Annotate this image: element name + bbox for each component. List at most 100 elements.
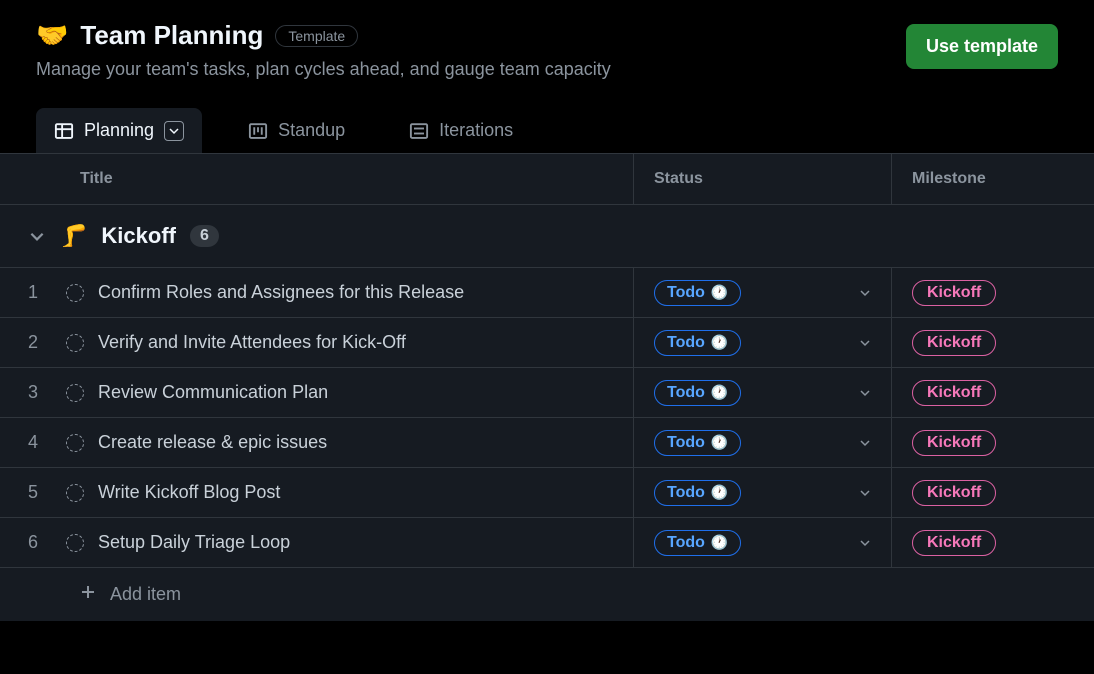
- status-label: Todo: [667, 434, 705, 452]
- row-title-text[interactable]: Setup Daily Triage Loop: [98, 532, 290, 553]
- table-row[interactable]: 6 Setup Daily Triage Loop Todo 🕐 Kickoff: [0, 518, 1094, 568]
- draft-issue-icon: [66, 534, 84, 552]
- status-pill[interactable]: Todo 🕐: [654, 330, 741, 356]
- cell-status[interactable]: Todo 🕐: [634, 418, 892, 467]
- add-item-label: Add item: [110, 584, 181, 605]
- clock-icon: 🕐: [711, 384, 728, 401]
- row-number: 1: [28, 282, 52, 303]
- column-header-milestone[interactable]: Milestone: [892, 154, 1094, 204]
- status-dropdown-caret-icon[interactable]: [859, 537, 871, 549]
- cell-milestone[interactable]: Kickoff: [892, 268, 1094, 317]
- cell-milestone[interactable]: Kickoff: [892, 368, 1094, 417]
- status-label: Todo: [667, 334, 705, 352]
- status-dropdown-caret-icon[interactable]: [859, 487, 871, 499]
- status-dropdown-caret-icon[interactable]: [859, 387, 871, 399]
- tab-label: Iterations: [439, 120, 513, 141]
- draft-issue-icon: [66, 384, 84, 402]
- list-icon: [409, 121, 429, 141]
- row-title-text[interactable]: Confirm Roles and Assignees for this Rel…: [98, 282, 464, 303]
- table-row[interactable]: 5 Write Kickoff Blog Post Todo 🕐 Kickoff: [0, 468, 1094, 518]
- tab-dropdown-button[interactable]: [164, 121, 184, 141]
- column-header-row: Title Status Milestone: [0, 153, 1094, 205]
- tab-label: Planning: [84, 120, 154, 141]
- status-pill[interactable]: Todo 🕐: [654, 280, 741, 306]
- cell-status[interactable]: Todo 🕐: [634, 318, 892, 367]
- tab-label: Standup: [278, 120, 345, 141]
- view-tabs: Planning Standup Iterations: [0, 80, 1094, 153]
- cell-title[interactable]: 6 Setup Daily Triage Loop: [0, 518, 634, 567]
- page-header: 🤝 Team Planning Template Manage your tea…: [0, 0, 1094, 80]
- table-row[interactable]: 4 Create release & epic issues Todo 🕐 Ki…: [0, 418, 1094, 468]
- row-number: 3: [28, 382, 52, 403]
- column-header-status[interactable]: Status: [634, 154, 892, 204]
- status-dropdown-caret-icon[interactable]: [859, 437, 871, 449]
- group-count-badge: 6: [190, 225, 219, 247]
- tab-planning[interactable]: Planning: [36, 108, 202, 153]
- row-number: 2: [28, 332, 52, 353]
- project-emoji-icon: 🤝: [36, 20, 68, 51]
- row-title-text[interactable]: Verify and Invite Attendees for Kick-Off: [98, 332, 406, 353]
- status-dropdown-caret-icon[interactable]: [859, 337, 871, 349]
- draft-issue-icon: [66, 434, 84, 452]
- status-label: Todo: [667, 284, 705, 302]
- table-row[interactable]: 2 Verify and Invite Attendees for Kick-O…: [0, 318, 1094, 368]
- cell-title[interactable]: 5 Write Kickoff Blog Post: [0, 468, 634, 517]
- board-icon: [248, 121, 268, 141]
- group-emoji-icon: 🦵: [60, 223, 87, 249]
- status-dropdown-caret-icon[interactable]: [859, 287, 871, 299]
- status-pill[interactable]: Todo 🕐: [654, 530, 741, 556]
- cell-milestone[interactable]: Kickoff: [892, 418, 1094, 467]
- cell-milestone[interactable]: Kickoff: [892, 468, 1094, 517]
- row-number: 6: [28, 532, 52, 553]
- chevron-down-icon[interactable]: [28, 227, 46, 245]
- row-title-text[interactable]: Write Kickoff Blog Post: [98, 482, 280, 503]
- cell-status[interactable]: Todo 🕐: [634, 518, 892, 567]
- table-row[interactable]: 1 Confirm Roles and Assignees for this R…: [0, 268, 1094, 318]
- row-title-text[interactable]: Review Communication Plan: [98, 382, 328, 403]
- tab-iterations[interactable]: Iterations: [391, 108, 531, 153]
- milestone-pill[interactable]: Kickoff: [912, 330, 996, 356]
- board: Title Status Milestone 🦵 Kickoff 6 1 Con…: [0, 153, 1094, 621]
- clock-icon: 🕐: [711, 334, 728, 351]
- project-title: Team Planning: [80, 20, 263, 51]
- table-icon: [54, 121, 74, 141]
- milestone-pill[interactable]: Kickoff: [912, 530, 996, 556]
- status-pill[interactable]: Todo 🕐: [654, 380, 741, 406]
- plus-icon: [80, 584, 96, 605]
- table-row[interactable]: 3 Review Communication Plan Todo 🕐 Kicko…: [0, 368, 1094, 418]
- draft-issue-icon: [66, 284, 84, 302]
- cell-title[interactable]: 2 Verify and Invite Attendees for Kick-O…: [0, 318, 634, 367]
- status-pill[interactable]: Todo 🕐: [654, 480, 741, 506]
- cell-milestone[interactable]: Kickoff: [892, 318, 1094, 367]
- template-badge: Template: [275, 25, 358, 47]
- milestone-pill[interactable]: Kickoff: [912, 480, 996, 506]
- header-left: 🤝 Team Planning Template Manage your tea…: [36, 20, 906, 80]
- row-title-text[interactable]: Create release & epic issues: [98, 432, 327, 453]
- cell-title[interactable]: 1 Confirm Roles and Assignees for this R…: [0, 268, 634, 317]
- cell-title[interactable]: 3 Review Communication Plan: [0, 368, 634, 417]
- cell-status[interactable]: Todo 🕐: [634, 468, 892, 517]
- clock-icon: 🕐: [711, 534, 728, 551]
- add-item-button[interactable]: Add item: [0, 568, 1094, 621]
- project-subtitle: Manage your team's tasks, plan cycles ah…: [36, 59, 906, 80]
- milestone-pill[interactable]: Kickoff: [912, 430, 996, 456]
- milestone-pill[interactable]: Kickoff: [912, 380, 996, 406]
- use-template-button[interactable]: Use template: [906, 24, 1058, 69]
- cell-status[interactable]: Todo 🕐: [634, 368, 892, 417]
- clock-icon: 🕐: [711, 284, 728, 301]
- clock-icon: 🕐: [711, 434, 728, 451]
- status-pill[interactable]: Todo 🕐: [654, 430, 741, 456]
- milestone-pill[interactable]: Kickoff: [912, 280, 996, 306]
- cell-status[interactable]: Todo 🕐: [634, 268, 892, 317]
- tab-standup[interactable]: Standup: [230, 108, 363, 153]
- status-label: Todo: [667, 384, 705, 402]
- clock-icon: 🕐: [711, 484, 728, 501]
- status-label: Todo: [667, 534, 705, 552]
- cell-milestone[interactable]: Kickoff: [892, 518, 1094, 567]
- status-label: Todo: [667, 484, 705, 502]
- group-header[interactable]: 🦵 Kickoff 6: [0, 205, 1094, 268]
- draft-issue-icon: [66, 484, 84, 502]
- cell-title[interactable]: 4 Create release & epic issues: [0, 418, 634, 467]
- draft-issue-icon: [66, 334, 84, 352]
- column-header-title[interactable]: Title: [0, 154, 634, 204]
